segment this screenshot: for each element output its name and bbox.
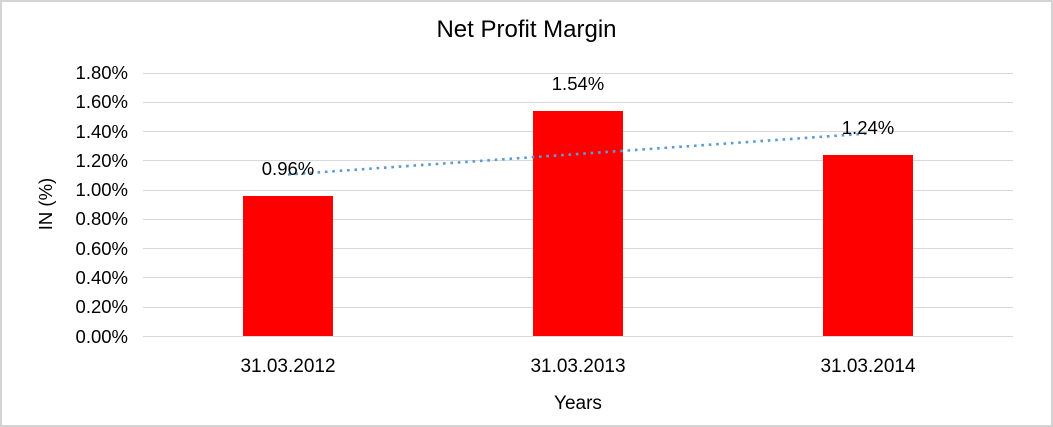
y-tick-label: 0.20%: [75, 296, 128, 318]
x-axis-title: Years: [554, 393, 602, 414]
trendline: [287, 132, 869, 176]
y-tick-label: 1.20%: [75, 149, 128, 171]
x-tick-label: 31.03.2014: [820, 356, 916, 377]
bar: [823, 154, 913, 337]
y-tick-label: 0.60%: [75, 237, 128, 259]
y-tick-label: 0.00%: [75, 325, 128, 347]
y-tick-label: 1.60%: [75, 91, 128, 113]
x-tick-label: 31.03.2012: [240, 356, 336, 377]
bar: [533, 111, 623, 337]
chart-title: Net Profit Margin: [436, 16, 617, 43]
y-tick-label: 1.00%: [75, 179, 128, 201]
gridline: [143, 336, 1013, 337]
gridline: [143, 72, 1013, 74]
y-tick-label: 1.40%: [75, 120, 128, 142]
x-tick-label: 31.03.2013: [530, 356, 626, 377]
y-tick-label: 0.40%: [75, 266, 128, 288]
y-tick-label: 0.80%: [75, 208, 128, 230]
y-tick-label: 1.80%: [75, 62, 128, 83]
bar-data-label: 0.96%: [261, 157, 315, 179]
gridline: [143, 101, 1013, 103]
bar-data-label: 1.54%: [551, 73, 605, 95]
bar-data-label: 1.24%: [841, 116, 895, 138]
bar: [243, 195, 333, 337]
